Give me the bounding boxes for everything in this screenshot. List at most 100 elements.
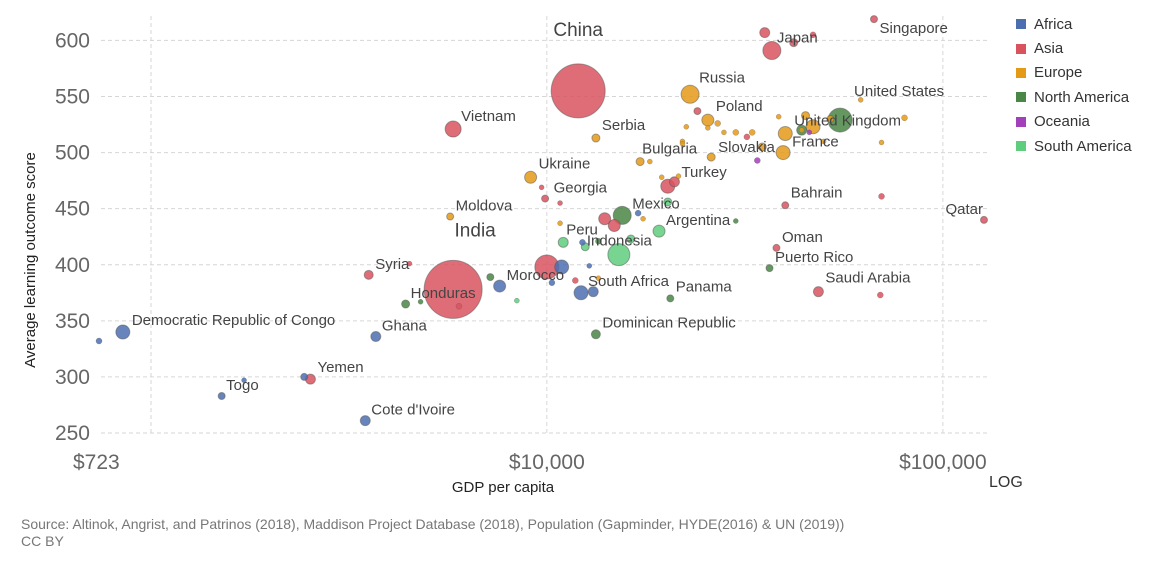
data-point[interactable] — [869, 15, 878, 24]
data-point[interactable] — [658, 174, 665, 181]
data-point[interactable] — [493, 279, 507, 293]
data-point[interactable] — [514, 297, 520, 304]
data-point[interactable] — [541, 194, 550, 203]
legend-item[interactable]: North America — [1016, 85, 1132, 109]
data-point[interactable] — [680, 84, 700, 104]
data-point[interactable] — [572, 277, 579, 284]
data-point[interactable] — [826, 114, 835, 123]
data-point[interactable] — [781, 201, 790, 210]
data-point[interactable] — [595, 237, 602, 245]
data-point[interactable] — [607, 243, 631, 267]
data-point[interactable] — [579, 239, 586, 246]
data-point[interactable] — [586, 263, 593, 269]
data-point[interactable] — [401, 299, 411, 309]
data-point[interactable] — [675, 173, 682, 179]
data-point[interactable] — [557, 236, 569, 248]
data-point[interactable] — [759, 27, 771, 39]
data-point[interactable] — [647, 158, 653, 165]
data-point[interactable] — [857, 97, 864, 103]
data-point[interactable] — [95, 337, 103, 345]
data-point[interactable] — [820, 138, 827, 145]
data-point[interactable] — [554, 259, 570, 275]
data-point[interactable] — [635, 157, 645, 167]
data-point[interactable] — [683, 124, 690, 130]
data-point[interactable] — [757, 142, 767, 152]
data-point[interactable] — [652, 224, 666, 238]
source-note: Source: Altinok, Angrist, and Patrinos (… — [21, 516, 844, 550]
data-point[interactable] — [363, 269, 374, 280]
data-point[interactable] — [598, 212, 612, 226]
data-point[interactable] — [626, 234, 636, 244]
data-point[interactable] — [775, 145, 791, 161]
legend-item[interactable]: Europe — [1016, 61, 1132, 85]
data-point[interactable] — [595, 275, 602, 281]
data-point[interactable] — [812, 286, 824, 298]
data-point[interactable] — [663, 197, 673, 207]
data-point[interactable] — [612, 205, 632, 225]
data-point[interactable] — [806, 129, 813, 136]
data-point[interactable] — [877, 291, 884, 299]
log-scale-label[interactable]: LOG — [989, 474, 1023, 491]
data-point[interactable] — [777, 126, 793, 142]
data-point[interactable] — [705, 125, 711, 131]
data-point[interactable] — [901, 114, 908, 122]
data-point[interactable] — [743, 133, 751, 141]
data-point[interactable] — [878, 193, 885, 200]
data-point[interactable] — [591, 133, 601, 143]
data-point[interactable] — [714, 120, 721, 127]
data-point[interactable] — [772, 243, 781, 252]
data-point[interactable] — [666, 294, 675, 303]
data-point[interactable] — [538, 184, 545, 191]
data-point[interactable] — [300, 372, 309, 381]
data-point[interactable] — [775, 113, 782, 120]
data-point[interactable] — [587, 286, 599, 298]
data-point[interactable] — [444, 120, 462, 138]
legend-item[interactable]: South America — [1016, 134, 1132, 158]
data-point[interactable] — [634, 209, 642, 217]
data-point[interactable] — [524, 170, 538, 184]
data-point[interactable] — [733, 218, 739, 224]
data-point[interactable] — [979, 215, 988, 224]
data-point[interactable] — [701, 113, 715, 127]
data-label: United States — [854, 83, 944, 100]
data-point[interactable] — [557, 220, 563, 227]
legend-item[interactable]: Oceania — [1016, 110, 1132, 134]
data-point[interactable] — [455, 303, 463, 310]
data-point[interactable] — [754, 157, 761, 164]
data-point[interactable] — [732, 129, 740, 136]
data-point[interactable] — [370, 331, 382, 343]
data-point[interactable] — [789, 38, 799, 48]
data-point[interactable] — [798, 127, 805, 133]
data-point[interactable] — [557, 200, 563, 206]
data-point[interactable] — [693, 107, 702, 116]
data-point[interactable] — [486, 273, 495, 282]
legend-item[interactable]: Africa — [1016, 12, 1132, 36]
data-point[interactable] — [809, 31, 817, 39]
data-point[interactable] — [640, 216, 646, 222]
data-point[interactable] — [548, 279, 556, 286]
data-point[interactable] — [423, 259, 483, 319]
data-point[interactable] — [721, 129, 727, 136]
data-point[interactable] — [607, 219, 621, 232]
y-tick-label: 350 — [55, 310, 90, 333]
data-point[interactable] — [668, 176, 680, 188]
data-point[interactable] — [748, 129, 756, 136]
legend-label: Africa — [1034, 15, 1073, 33]
legend-item[interactable]: Asia — [1016, 36, 1132, 60]
data-point[interactable] — [217, 391, 226, 400]
data-point[interactable] — [241, 377, 247, 384]
data-point[interactable] — [573, 285, 589, 301]
data-point[interactable] — [679, 140, 686, 147]
data-point[interactable] — [550, 63, 606, 119]
data-point[interactable] — [406, 260, 413, 267]
data-point[interactable] — [765, 264, 774, 273]
data-point[interactable] — [762, 41, 782, 61]
data-point[interactable] — [878, 139, 885, 146]
data-point[interactable] — [446, 212, 455, 221]
data-point[interactable] — [801, 111, 811, 121]
data-point[interactable] — [359, 415, 371, 427]
data-point[interactable] — [417, 299, 424, 305]
data-point[interactable] — [115, 324, 131, 340]
data-point[interactable] — [590, 329, 601, 340]
data-point[interactable] — [706, 152, 716, 162]
